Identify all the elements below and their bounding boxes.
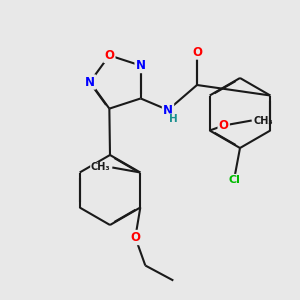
Text: N: N [85, 76, 95, 88]
Text: H: H [169, 114, 177, 124]
Text: CH₃: CH₃ [91, 163, 110, 172]
Text: O: O [104, 49, 114, 62]
Text: N: N [163, 103, 173, 116]
Text: O: O [192, 46, 202, 59]
Text: O: O [219, 119, 229, 132]
Text: N: N [136, 59, 146, 72]
Text: Cl: Cl [228, 175, 240, 185]
Text: O: O [130, 231, 140, 244]
Text: CH₃: CH₃ [254, 116, 273, 125]
